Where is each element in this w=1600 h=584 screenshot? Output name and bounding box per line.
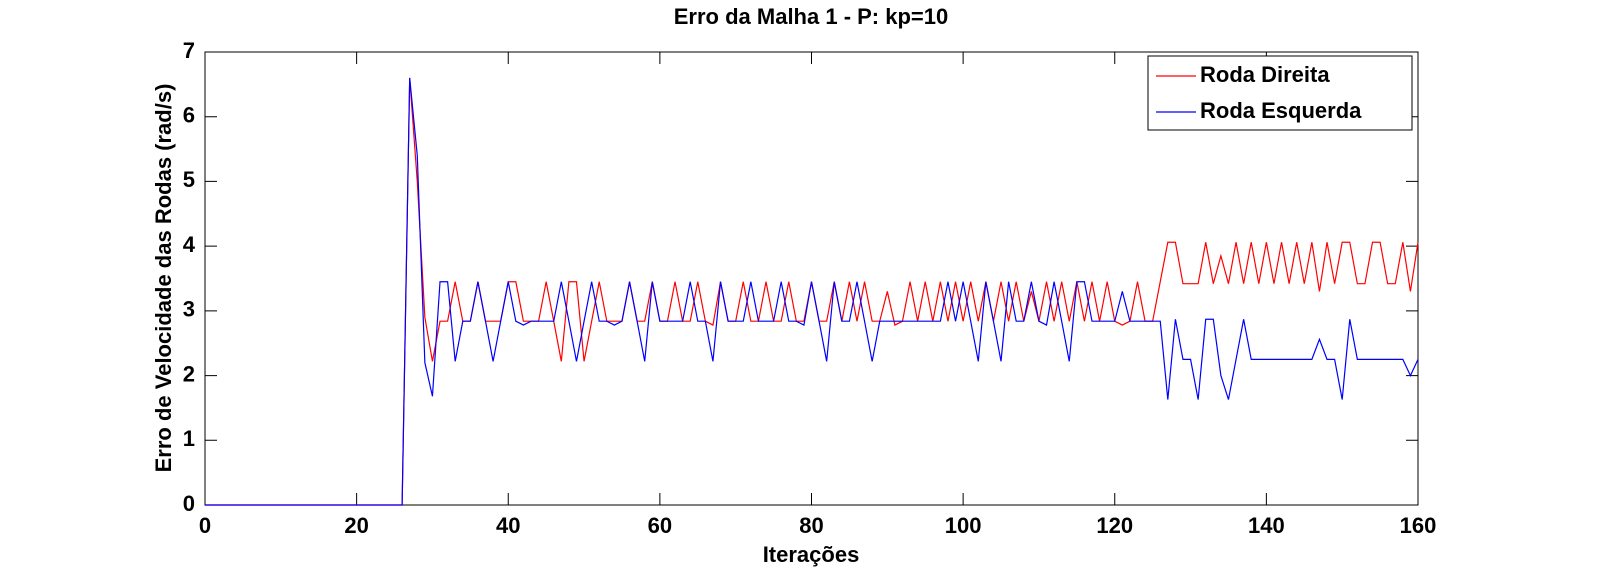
data-line — [205, 77, 1419, 506]
y-tick-label: 2 — [183, 361, 195, 386]
x-tick-label: 0 — [199, 513, 211, 538]
legend-label: Roda Esquerda — [1200, 98, 1362, 123]
legend-box — [1147, 55, 1413, 131]
legend-label: Roda Direita — [1200, 62, 1330, 87]
chart-title: Erro da Malha 1 - P: kp=10 — [674, 4, 948, 29]
x-tick-label: 120 — [1096, 513, 1133, 538]
x-tick-label: 60 — [648, 513, 672, 538]
y-tick-label: 1 — [183, 426, 195, 451]
y-tick-label: 7 — [183, 38, 195, 63]
x-axis-label: Iterações — [763, 542, 860, 567]
y-tick-label: 5 — [183, 167, 195, 192]
x-tick-label: 140 — [1248, 513, 1285, 538]
y-tick-label: 4 — [183, 232, 196, 257]
y-tick-label: 6 — [183, 103, 195, 128]
x-tick-label: 80 — [799, 513, 823, 538]
y-tick-label: 0 — [183, 491, 195, 516]
x-tick-label: 40 — [496, 513, 520, 538]
x-tick-label: 160 — [1400, 513, 1437, 538]
x-tick-label: 100 — [945, 513, 982, 538]
y-tick-label: 3 — [183, 297, 195, 322]
y-axis-label: Erro de Velocidade das Rodas (rad/s) — [151, 84, 176, 473]
x-tick-label: 20 — [344, 513, 368, 538]
